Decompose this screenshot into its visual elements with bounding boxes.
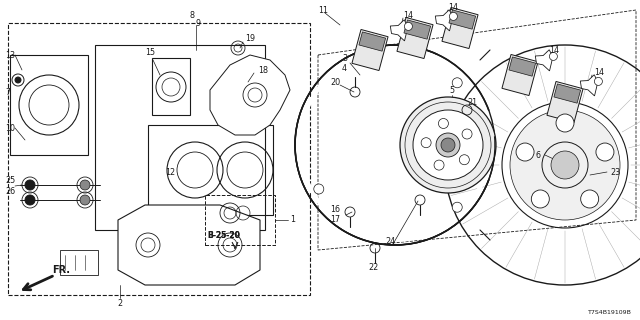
- Text: B-25-20: B-25-20: [207, 231, 240, 240]
- Text: T7S4B19109B: T7S4B19109B: [588, 309, 632, 315]
- Bar: [8, 23, 310, 295]
- Text: 8: 8: [189, 11, 195, 20]
- Text: 11: 11: [318, 5, 328, 14]
- Circle shape: [441, 138, 455, 152]
- Circle shape: [452, 202, 462, 212]
- Text: 18: 18: [258, 66, 268, 75]
- Circle shape: [314, 184, 324, 194]
- Circle shape: [580, 190, 598, 208]
- Circle shape: [516, 143, 534, 161]
- Text: 19: 19: [245, 34, 255, 43]
- Circle shape: [413, 110, 483, 180]
- Text: 20: 20: [330, 77, 340, 86]
- Bar: [60, 250, 98, 275]
- Circle shape: [510, 110, 620, 220]
- Bar: [205, 195, 275, 245]
- Text: 14: 14: [594, 68, 604, 76]
- Text: 24: 24: [385, 237, 395, 246]
- Polygon shape: [580, 75, 598, 96]
- Circle shape: [449, 12, 458, 20]
- Bar: [10, 55, 88, 155]
- Text: 14: 14: [448, 3, 458, 12]
- Text: FR.: FR.: [52, 265, 70, 275]
- Polygon shape: [547, 82, 583, 123]
- Text: 2: 2: [117, 299, 123, 308]
- Circle shape: [460, 155, 469, 165]
- Circle shape: [556, 114, 574, 132]
- Text: 15: 15: [145, 47, 155, 57]
- Circle shape: [438, 118, 449, 129]
- Text: B-25-20: B-25-20: [207, 231, 240, 240]
- Circle shape: [595, 77, 602, 85]
- Circle shape: [434, 160, 444, 170]
- Polygon shape: [535, 50, 553, 71]
- Polygon shape: [509, 57, 536, 76]
- Text: 12: 12: [165, 167, 175, 177]
- Text: 21: 21: [467, 98, 477, 107]
- Polygon shape: [390, 20, 408, 41]
- Circle shape: [436, 133, 460, 157]
- Text: 17: 17: [330, 215, 340, 225]
- Circle shape: [596, 143, 614, 161]
- Polygon shape: [404, 20, 431, 39]
- Text: 7: 7: [5, 87, 10, 97]
- Text: 13: 13: [5, 51, 15, 60]
- Circle shape: [531, 190, 549, 208]
- Bar: [148, 125, 273, 215]
- Text: 25: 25: [5, 175, 15, 185]
- Text: 23: 23: [610, 167, 620, 177]
- Text: 9: 9: [195, 19, 200, 28]
- Polygon shape: [210, 55, 290, 135]
- Polygon shape: [554, 84, 580, 103]
- Bar: [152, 58, 190, 115]
- Circle shape: [551, 151, 579, 179]
- Polygon shape: [435, 10, 452, 31]
- Text: 22: 22: [368, 263, 378, 273]
- Circle shape: [25, 195, 35, 205]
- Polygon shape: [502, 54, 538, 96]
- Polygon shape: [352, 29, 388, 70]
- Polygon shape: [449, 10, 476, 29]
- Text: 16: 16: [330, 205, 340, 214]
- Text: 10: 10: [5, 124, 15, 132]
- Circle shape: [80, 195, 90, 205]
- Circle shape: [400, 97, 496, 193]
- Circle shape: [452, 78, 462, 88]
- Text: 1: 1: [290, 215, 295, 225]
- Polygon shape: [442, 7, 478, 49]
- Circle shape: [549, 52, 557, 60]
- Text: 6: 6: [535, 150, 540, 159]
- Circle shape: [404, 22, 412, 30]
- Circle shape: [80, 180, 90, 190]
- Polygon shape: [359, 32, 386, 51]
- Polygon shape: [397, 18, 433, 59]
- Circle shape: [421, 138, 431, 148]
- Text: 14: 14: [549, 45, 559, 54]
- Text: 14: 14: [403, 11, 413, 20]
- Text: 4: 4: [342, 63, 347, 73]
- Circle shape: [462, 129, 472, 139]
- Text: 26: 26: [5, 188, 15, 196]
- Text: 3: 3: [342, 53, 347, 62]
- Polygon shape: [118, 205, 260, 285]
- Text: 5: 5: [449, 85, 454, 94]
- Circle shape: [15, 77, 21, 83]
- Circle shape: [25, 180, 35, 190]
- Bar: [95, 45, 265, 230]
